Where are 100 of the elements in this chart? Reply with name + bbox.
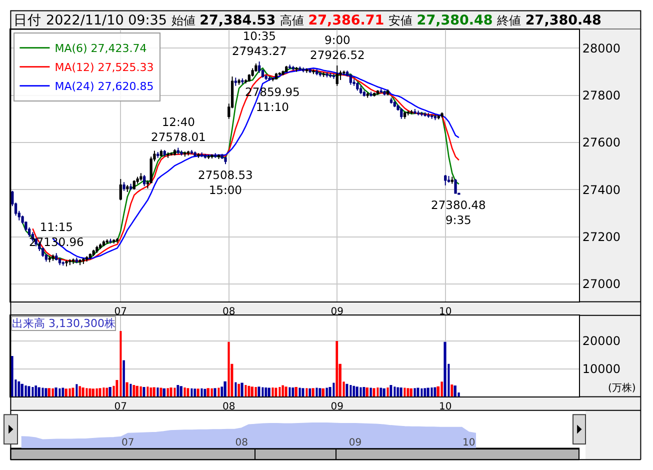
x-tick-label: 07 (122, 437, 134, 448)
candlestick (220, 153, 224, 160)
bar (308, 388, 311, 397)
candlestick (184, 150, 186, 158)
x-tick-label: 07 (114, 306, 128, 318)
bar (184, 388, 186, 397)
bar (420, 388, 423, 397)
candlestick (140, 172, 142, 182)
y-axis-title: (万株) (608, 382, 636, 394)
bar (122, 360, 125, 397)
x-tick-label: 08 (235, 437, 248, 448)
candlestick (254, 63, 258, 72)
bar (346, 384, 348, 397)
bar (454, 386, 456, 397)
bar (426, 388, 430, 397)
candlestick (55, 252, 58, 261)
candlestick (224, 156, 227, 165)
bar (424, 388, 426, 397)
bar (62, 388, 64, 397)
bar (126, 382, 128, 397)
candlestick (416, 110, 420, 116)
y-tick-label: 27800 (582, 88, 621, 103)
bar (400, 388, 402, 397)
bar (380, 388, 382, 397)
candlestick (78, 258, 82, 266)
candlestick (305, 68, 308, 74)
bar (204, 388, 206, 397)
candlestick (427, 112, 430, 118)
y-tick-label: 27600 (582, 136, 621, 150)
bar (130, 384, 132, 397)
bar (298, 388, 301, 397)
candlestick (414, 108, 416, 114)
x-tick-label: 09 (330, 306, 344, 318)
x-tick-label: 10 (439, 306, 452, 318)
bar (88, 388, 92, 397)
bar (54, 388, 58, 397)
candlestick (312, 68, 315, 75)
candlestick (234, 77, 237, 86)
candlestick (173, 148, 176, 156)
candlestick (437, 114, 440, 120)
candlestick (342, 70, 346, 76)
candlestick (200, 152, 204, 158)
bar (268, 388, 270, 397)
y-tick-label: 27000 (582, 277, 621, 292)
candlestick (62, 260, 64, 266)
bar (76, 384, 78, 397)
x-tick-label: 10 (439, 402, 452, 413)
candlestick (126, 184, 129, 193)
bar (44, 388, 48, 397)
candlestick (156, 151, 160, 158)
y-tick-label: 27200 (582, 230, 621, 244)
bar (206, 388, 210, 397)
bar (356, 386, 358, 397)
legend-label: MA(24) 27,620.85 (54, 80, 154, 94)
annotation: 12:40 27578.01 (151, 115, 206, 144)
candlestick (383, 90, 386, 96)
bar (318, 388, 322, 397)
bar (450, 384, 454, 397)
bar (362, 386, 366, 397)
bar (28, 386, 30, 397)
bar (386, 388, 389, 397)
bar (244, 385, 247, 397)
candlestick (326, 72, 328, 78)
bar (258, 386, 260, 397)
bar (248, 386, 250, 397)
bar (52, 388, 54, 397)
candlestick (160, 149, 163, 158)
bar (306, 388, 308, 397)
bar (176, 385, 180, 397)
x-tick-label: 09 (348, 437, 362, 448)
bar (102, 388, 105, 397)
candlestick (122, 182, 126, 192)
candlestick (99, 242, 102, 250)
candlestick (238, 78, 240, 86)
candlestick (400, 108, 403, 120)
bar (162, 388, 166, 397)
x-tick-label: 09 (330, 402, 344, 413)
bar (150, 388, 152, 397)
candlestick (75, 257, 78, 264)
bar (434, 387, 436, 397)
bar (228, 342, 230, 397)
candlestick (204, 153, 207, 160)
candlestick (447, 176, 450, 184)
candlestick (288, 64, 292, 70)
chart-title: 日付 2022/11/10 09:35 始値 27,384.53 高値 27,386.71 安値 27,380.48 終値 27,380.48 (14, 12, 602, 29)
bar (120, 330, 122, 397)
bar (78, 386, 81, 397)
bar (218, 388, 220, 397)
bar (142, 386, 146, 397)
bar (140, 386, 142, 397)
candlestick (163, 150, 166, 158)
bar (328, 386, 332, 397)
bar (146, 386, 149, 397)
candlestick (170, 152, 173, 156)
bar (254, 386, 257, 397)
candlestick (197, 152, 200, 158)
y-tick-label: 28000 (582, 41, 621, 56)
bar (160, 388, 162, 397)
candlestick (430, 114, 434, 120)
candlestick (241, 78, 244, 85)
